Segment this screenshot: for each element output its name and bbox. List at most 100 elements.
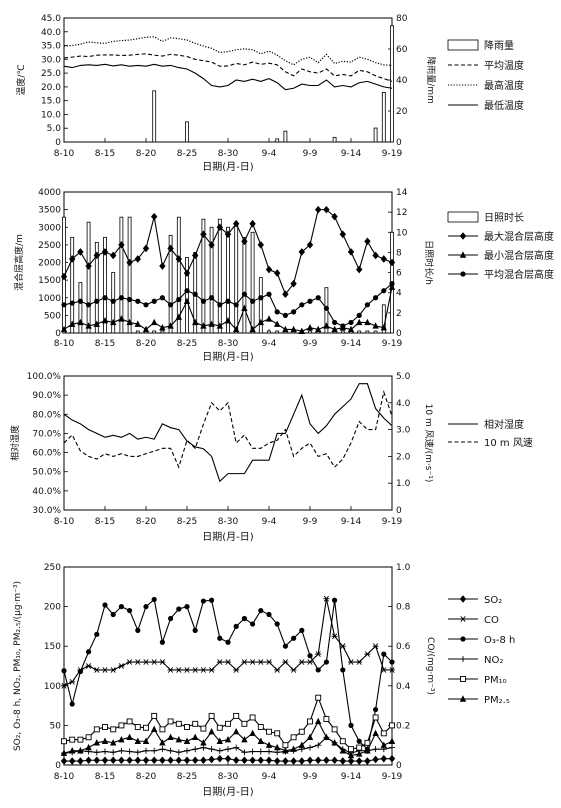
y-tick-label: 15.0	[41, 97, 61, 107]
data-point	[216, 223, 223, 232]
data-point	[208, 746, 215, 753]
data-point	[200, 230, 207, 239]
data-point	[233, 667, 240, 673]
y2-tick-label: 0	[396, 138, 402, 148]
bar	[250, 231, 255, 334]
data-point	[159, 746, 166, 753]
y-tick-label: 2500	[38, 241, 61, 251]
data-point	[69, 678, 76, 685]
data-point	[184, 667, 190, 673]
data-point	[86, 649, 92, 655]
data-point	[347, 248, 355, 256]
data-point	[339, 757, 346, 765]
data-point	[356, 750, 363, 757]
x-tick-label: 8-15	[95, 149, 115, 159]
data-point	[126, 748, 133, 755]
data-point	[101, 737, 109, 744]
data-point	[61, 682, 67, 689]
data-point	[69, 736, 76, 743]
data-point	[110, 756, 117, 765]
data-point	[233, 325, 240, 333]
data-point	[69, 255, 76, 263]
x-tick-label: 8-25	[177, 149, 197, 159]
series-line	[63, 390, 393, 469]
data-point	[183, 737, 191, 744]
y2-tick-label: 4.0	[396, 399, 411, 409]
data-point	[85, 663, 92, 669]
bar	[168, 234, 173, 334]
x-tick-label: 9-14	[341, 339, 362, 349]
y2-tick-label: 20	[396, 107, 408, 117]
bar	[340, 330, 345, 334]
data-point	[389, 722, 395, 729]
data-point	[380, 741, 387, 748]
data-point	[380, 730, 387, 737]
data-point	[110, 739, 117, 746]
data-point	[372, 714, 379, 721]
data-point	[118, 756, 125, 765]
data-point	[315, 694, 322, 701]
data-point	[209, 295, 215, 301]
plot-frame	[63, 17, 393, 143]
data-point	[159, 739, 166, 746]
x-tick-label: 8-20	[136, 772, 157, 782]
data-point	[192, 251, 199, 260]
data-point	[274, 749, 281, 756]
bar	[275, 138, 280, 143]
data-point	[175, 756, 182, 765]
data-point	[167, 322, 174, 329]
data-point	[298, 248, 305, 256]
data-point	[184, 604, 190, 610]
data-point	[241, 237, 248, 246]
bar	[357, 330, 362, 334]
legend-swatch	[447, 39, 479, 51]
data-point	[266, 748, 272, 755]
data-point	[282, 757, 289, 765]
data-point	[159, 262, 166, 270]
data-point	[356, 265, 363, 274]
legend-label: SO₂	[484, 595, 502, 606]
data-point	[85, 734, 92, 741]
x-tick-label: 8-10	[54, 339, 75, 349]
data-point	[389, 659, 395, 665]
y2-tick-label: 0.4	[396, 682, 411, 692]
data-point	[126, 659, 133, 665]
data-point	[60, 749, 68, 756]
data-point	[151, 747, 158, 754]
data-point	[241, 735, 248, 743]
data-point	[110, 667, 117, 673]
y-tick-label: 30.0	[41, 55, 61, 65]
data-point	[274, 730, 281, 737]
data-point	[134, 749, 141, 756]
data-point	[142, 756, 150, 765]
data-point	[331, 212, 338, 221]
data-point	[61, 302, 67, 308]
y-tick-label: 0	[55, 329, 61, 339]
data-point	[307, 298, 313, 304]
data-point	[159, 295, 165, 301]
x-tick-label: 8-15	[95, 772, 115, 782]
data-point	[233, 712, 240, 719]
data-point	[69, 747, 76, 754]
data-point	[61, 668, 67, 674]
bar	[381, 92, 386, 143]
y2-tick-label: 1.0	[396, 563, 411, 573]
data-point	[183, 269, 191, 277]
data-point	[175, 667, 182, 673]
data-point	[143, 724, 149, 731]
data-point	[241, 291, 247, 297]
legend-label: 平均混合层高度	[484, 268, 554, 281]
data-point	[257, 756, 264, 765]
x-tick-label: 9-9	[303, 772, 318, 782]
legend-label: 降雨量	[484, 39, 514, 52]
data-point	[331, 756, 338, 765]
data-point	[282, 659, 289, 665]
data-point	[241, 720, 248, 727]
y2-tick-label: 4	[396, 289, 402, 299]
y-tick-label: 25.0	[41, 69, 61, 79]
bar	[390, 25, 394, 143]
y-tick-label: 0	[55, 138, 61, 148]
data-point	[118, 735, 125, 743]
x-tick-label: 9-4	[262, 149, 277, 159]
